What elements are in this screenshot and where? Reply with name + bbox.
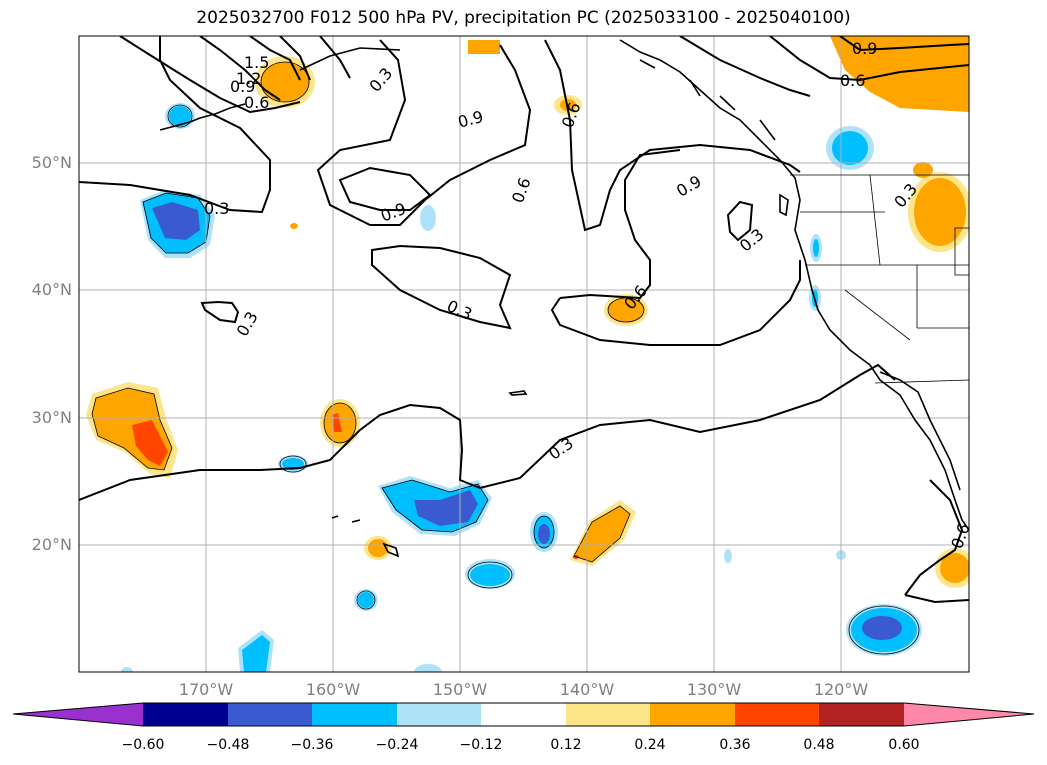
- borders: [790, 174, 969, 384]
- map-background: [79, 36, 969, 672]
- colorbar-tick-label: 0.60: [888, 737, 920, 753]
- colorbar-tick-label: 0.12: [550, 737, 582, 753]
- colorbar-tick-label: −0.48: [206, 737, 250, 753]
- colorbar-bin: [650, 703, 735, 726]
- colorbar-bin: [397, 703, 481, 726]
- colorbar-tick-label: −0.12: [459, 737, 503, 753]
- precip-anomaly-negative: [414, 664, 442, 672]
- lon-tick-label: 150°W: [432, 680, 488, 699]
- colorbar-bin: [481, 703, 566, 726]
- colorbar-bin: [143, 703, 228, 726]
- lon-tick-label: 160°W: [305, 680, 361, 699]
- lat-tick-label: 40°N: [31, 280, 72, 299]
- colorbar-bin: [566, 703, 650, 726]
- lat-tick-label: 20°N: [31, 535, 72, 554]
- precip-outlines: [91, 61, 920, 655]
- pv-contours: [79, 36, 969, 604]
- pv-contour-label: 0.6: [947, 521, 974, 551]
- colorbar-bin: [228, 703, 312, 726]
- lon-tick-label: 140°W: [559, 680, 615, 699]
- colorbar-extend-low: [13, 703, 143, 726]
- colorbar-tick-label: 0.24: [634, 737, 666, 753]
- colorbar-bin: [735, 703, 819, 726]
- colorbar: [12, 702, 1035, 727]
- lon-tick-label: 120°W: [813, 680, 869, 699]
- colorbar-tick-label: 0.48: [803, 737, 835, 753]
- precip-anomaly-positive: [468, 40, 500, 54]
- pv-contour-label: 1.2: [236, 69, 261, 88]
- lon-tick-label: 170°W: [178, 680, 234, 699]
- lat-tick-label: 30°N: [31, 408, 72, 427]
- graticule: [79, 36, 969, 672]
- colorbar-extend-high: [904, 703, 1034, 726]
- colorbar-tick-label: −0.60: [121, 737, 165, 753]
- colorbar-tick-label: −0.24: [375, 737, 419, 753]
- pv-contour-label: 0.9: [852, 39, 877, 58]
- pv-contour-label: 1.5: [244, 53, 269, 72]
- colorbar-bin: [819, 703, 904, 726]
- precip-anomaly-positive: [830, 36, 969, 112]
- colorbar-bin: [312, 703, 397, 726]
- precip-anomaly-negative: [121, 667, 133, 672]
- precip-anomaly-negative: [420, 205, 436, 231]
- pv-contour-label: 0.6: [840, 71, 865, 90]
- map-frame: [78, 35, 970, 673]
- colorbar-tick-label: −0.36: [290, 737, 334, 753]
- lat-tick-label: 50°N: [31, 153, 72, 172]
- map-title: 2025032700 F012 500 hPa PV, precipitatio…: [196, 8, 851, 28]
- pv-contour-label: 0.6: [244, 93, 269, 112]
- pv-contour-label: 0.9: [230, 77, 255, 96]
- pv-contour-label: 0.3: [204, 199, 229, 218]
- coastlines: [159, 39, 969, 558]
- colorbar-tick-label: 0.36: [719, 737, 751, 753]
- precip-shading: [86, 36, 969, 672]
- lon-tick-label: 130°W: [686, 680, 742, 699]
